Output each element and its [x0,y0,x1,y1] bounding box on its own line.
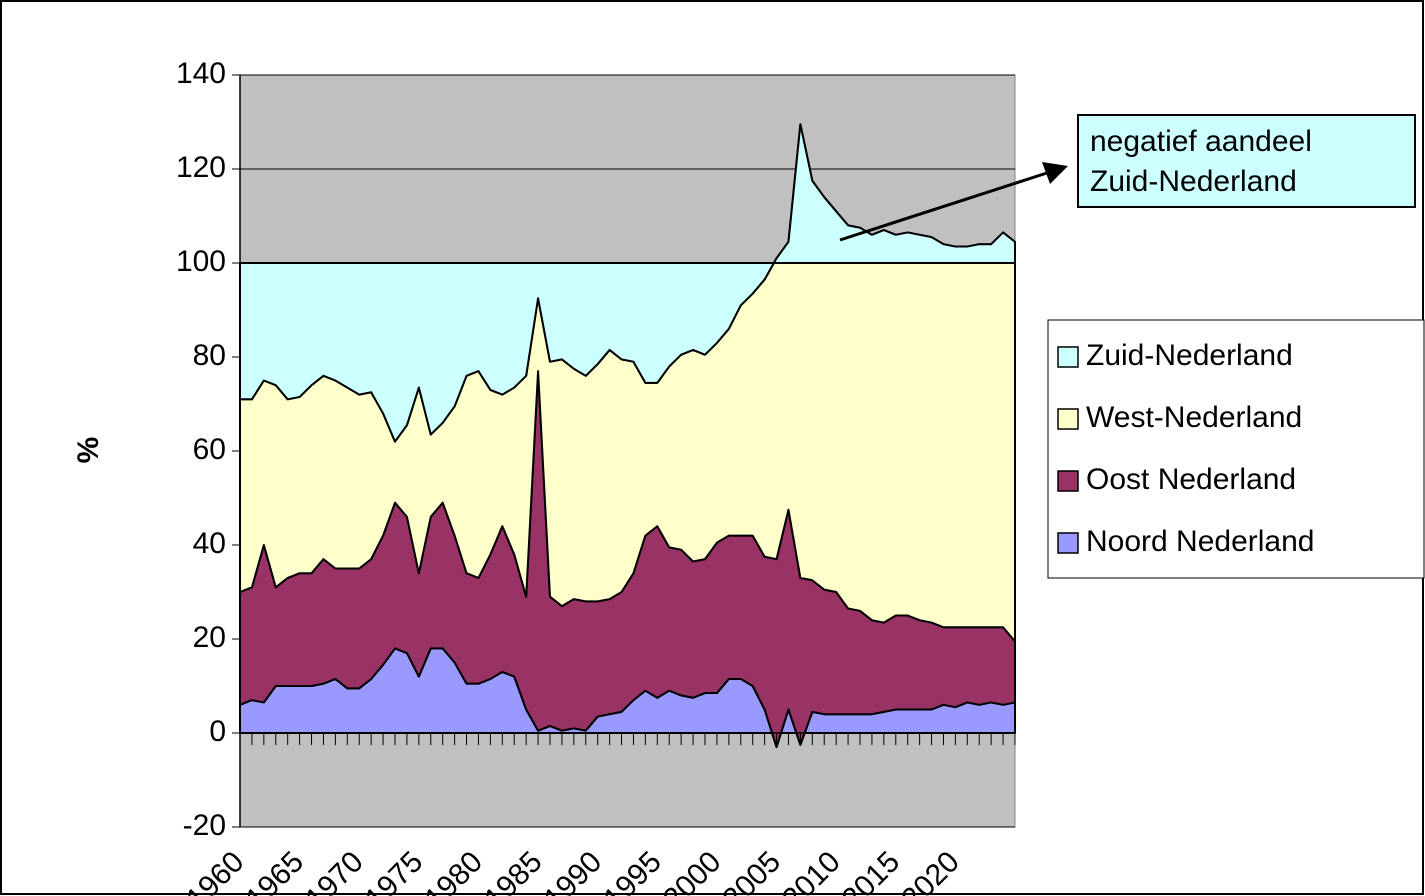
y-tick-label: 100 [176,245,226,278]
legend-label: Oost Nederland [1086,463,1296,496]
y-tick-label: 20 [193,621,226,654]
annotation-text: negatief aandeel [1090,125,1312,158]
legend-swatch [1057,532,1079,554]
annotation-text: Zuid-Nederland [1090,165,1297,198]
y-tick-label: 60 [193,433,226,466]
y-tick-label: -20 [183,809,226,842]
legend-swatch [1057,346,1079,368]
y-tick-label: 120 [176,151,226,184]
y-tick-label: 140 [176,57,226,90]
legend-box [1047,319,1425,579]
area [239,123,1016,443]
annotation-arrowhead [1042,162,1068,184]
plot-area: -200204060801001201401960196519701975198… [176,57,1016,896]
legend-label: Zuid-Nederland [1086,339,1293,372]
annotation-box [1077,114,1416,208]
legend-swatch [1057,408,1079,430]
y-axis-label: % [72,437,105,464]
legend-label: West-Nederland [1086,401,1302,434]
y-tick-label: 80 [193,339,226,372]
legend: Zuid-Nederland West-Nederland Oost Nederla… [1057,339,1314,558]
legend-label: Noord Nederland [1086,525,1314,558]
y-tick-label: 40 [193,527,226,560]
annotation-arrow [839,170,1051,242]
y-tick-label: 0 [209,715,226,748]
legend-swatch [1057,470,1079,492]
